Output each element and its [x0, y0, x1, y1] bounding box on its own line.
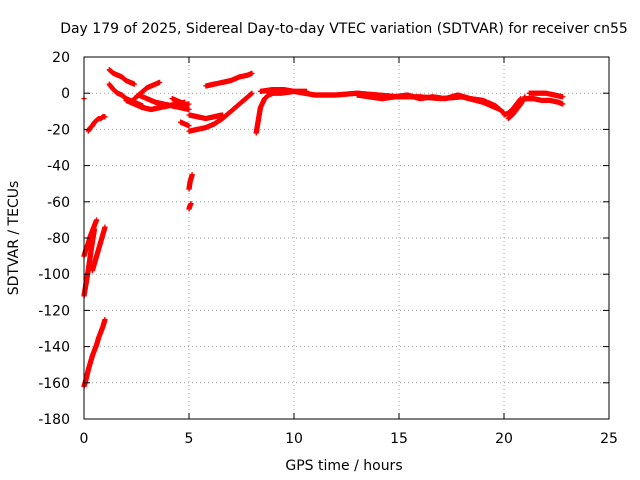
data-point: [189, 172, 195, 178]
y-tick-label: -60: [47, 195, 70, 211]
y-axis-title: SDTVAR / TECUs: [6, 181, 22, 296]
series-arc-t: [266, 88, 310, 96]
data-point: [220, 112, 226, 118]
series-arc-n: [186, 201, 194, 212]
series-arc-l: [178, 119, 192, 129]
y-tick-label: -180: [38, 412, 70, 428]
x-tick-label: 0: [80, 431, 89, 447]
series-arc-y: [522, 96, 566, 107]
x-axis-title: GPS time / hours: [285, 458, 402, 474]
series-arc-e: [85, 114, 108, 134]
data-point: [102, 316, 108, 323]
data-point: [131, 81, 137, 87]
series-arc-p: [186, 112, 226, 122]
data-point: [249, 90, 255, 96]
x-tick-label: 20: [495, 431, 513, 447]
series-arc-u: [354, 92, 507, 116]
series-arc-d: [89, 224, 108, 274]
data-point: [157, 79, 163, 85]
data-point: [249, 70, 255, 76]
data-point: [560, 94, 566, 100]
series-arc-m: [186, 172, 195, 192]
data-point: [304, 88, 310, 94]
y-tick-label: -80: [47, 231, 70, 247]
plot-frame: [83, 56, 610, 420]
data-point: [188, 201, 194, 207]
series-arc-a: [81, 316, 108, 390]
data-point: [560, 101, 566, 107]
series-arc-r: [253, 88, 287, 136]
y-tick-label: -100: [38, 267, 70, 283]
data-point: [186, 106, 192, 113]
x-tick-label: 25: [600, 431, 618, 447]
x-tick-label: 10: [285, 431, 303, 447]
y-tick-label: 0: [61, 86, 70, 102]
series-arc-x: [526, 90, 566, 100]
y-tick-labels: 20 0 -20 -40 -60 -80 -100 -120 -140 -160 -180: [38, 50, 70, 428]
grid-lines: [84, 57, 609, 419]
chart-title: Day 179 of 2025, Sidereal Day-to-day VTE…: [60, 21, 628, 37]
y-tick-label: -120: [38, 303, 70, 319]
series-arc-k: [169, 96, 192, 107]
data-point: [186, 123, 192, 129]
y-tick-label: 20: [52, 50, 70, 66]
series-arc-w: [505, 94, 528, 122]
data-point: [186, 101, 192, 107]
y-tick-label: -160: [38, 376, 70, 392]
series-arc-o: [186, 90, 255, 134]
y-tick-label: -20: [47, 122, 70, 138]
series-arc-q: [203, 70, 255, 89]
x-tick-label: 5: [185, 431, 194, 447]
x-tick-labels: 0 5 10 15 20 25: [80, 431, 618, 447]
data-point: [102, 114, 108, 120]
data-point: [102, 224, 108, 230]
y-tick-label: -40: [47, 159, 70, 175]
series-arc-f: [106, 67, 137, 87]
data-point: [94, 217, 100, 223]
x-tick-label: 15: [390, 431, 408, 447]
data-points: [81, 67, 566, 390]
axis-ticks: [83, 56, 610, 420]
y-tick-label: -140: [38, 340, 70, 356]
